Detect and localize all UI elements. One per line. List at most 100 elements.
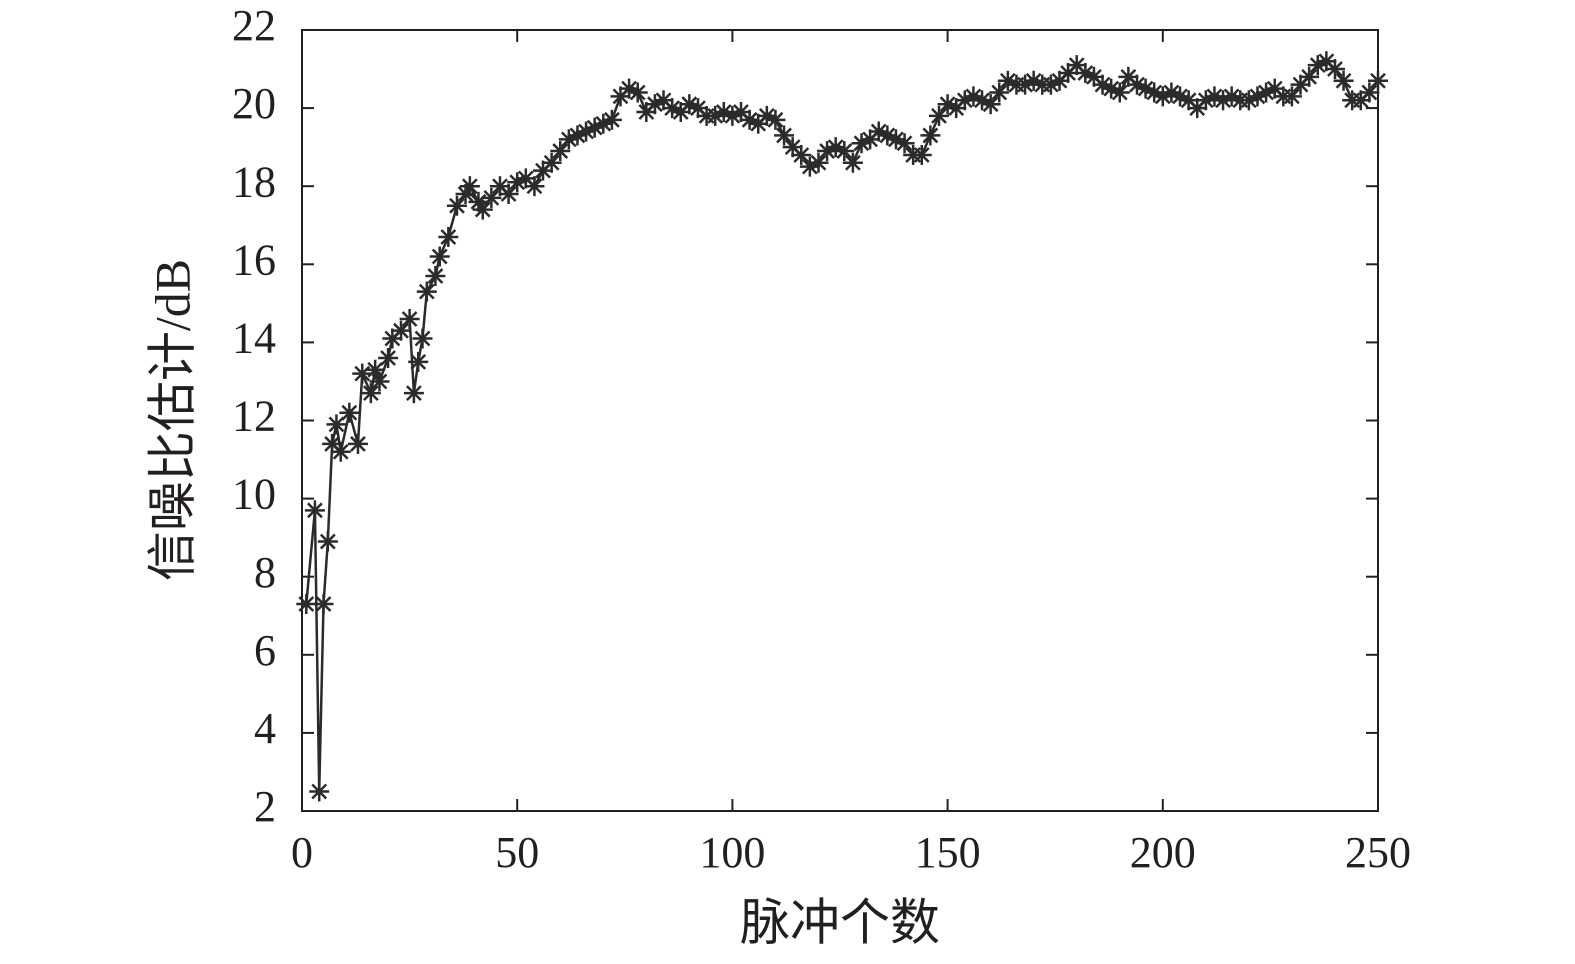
data-point <box>894 133 915 154</box>
data-point <box>412 328 433 349</box>
data-point <box>403 383 424 404</box>
marker-stroke <box>758 108 775 124</box>
marker-stroke <box>1077 65 1094 81</box>
marker-stroke <box>896 135 913 152</box>
data-point <box>739 109 760 130</box>
data-point <box>498 184 519 205</box>
x-tick-label: 0 <box>291 828 313 877</box>
marker-stroke <box>1361 84 1378 101</box>
marker-stroke <box>1180 92 1197 109</box>
marker-stroke <box>367 361 384 378</box>
marker-stroke <box>431 248 448 265</box>
marker-stroke <box>371 373 388 390</box>
data-point <box>1109 82 1130 103</box>
data-point <box>390 320 411 341</box>
data-point <box>705 105 726 126</box>
marker-stroke <box>810 154 827 171</box>
marker-stroke <box>629 84 646 101</box>
marker-stroke <box>307 502 323 519</box>
marker-stroke <box>1111 84 1128 101</box>
marker-stroke <box>1301 68 1318 85</box>
marker-stroke <box>982 96 999 113</box>
marker-stroke <box>784 139 801 156</box>
data-point <box>541 152 562 173</box>
marker-stroke <box>1172 88 1188 105</box>
data-point <box>1333 70 1354 91</box>
x-tick-label: 150 <box>915 828 981 877</box>
marker-stroke <box>999 72 1016 89</box>
y-tick-label: 4 <box>254 704 276 753</box>
marker-stroke <box>1094 76 1111 93</box>
marker-stroke <box>311 783 328 800</box>
marker-stroke <box>1284 88 1300 105</box>
marker-stroke <box>1327 61 1343 77</box>
data-point <box>834 141 855 162</box>
data-point <box>438 226 459 247</box>
data-point <box>1368 70 1388 91</box>
marker-stroke <box>879 127 896 144</box>
y-tick-label: 12 <box>232 392 276 441</box>
data-point <box>1256 82 1277 103</box>
data-point <box>313 594 334 615</box>
marker-stroke <box>827 139 844 156</box>
x-axis-label: 脉冲个数 <box>740 894 940 950</box>
data-point <box>1299 66 1320 87</box>
y-tick-label: 6 <box>254 626 276 675</box>
y-tick-label: 14 <box>232 313 276 362</box>
data-point <box>1101 78 1122 99</box>
marker-stroke <box>401 311 418 327</box>
data-point <box>481 187 502 208</box>
marker-stroke <box>690 100 706 116</box>
marker-stroke <box>1137 80 1154 97</box>
y-tick-label: 8 <box>254 548 276 597</box>
data-point <box>584 117 605 138</box>
data-point <box>378 348 399 369</box>
marker-stroke <box>380 350 396 366</box>
marker-stroke <box>604 111 620 128</box>
data-point <box>997 70 1018 91</box>
data-point <box>429 246 450 267</box>
marker-stroke <box>681 96 698 113</box>
y-axis-label: 信噪比估计/dB <box>144 259 200 581</box>
marker-stroke <box>888 131 904 148</box>
marker-stroke <box>328 416 345 433</box>
marker-stroke <box>991 84 1008 101</box>
x-tick-label: 200 <box>1130 828 1196 877</box>
data-point <box>408 351 429 372</box>
data-point <box>765 109 786 130</box>
marker-stroke <box>341 404 358 421</box>
marker-stroke <box>406 385 422 402</box>
data-point <box>1066 55 1087 76</box>
y-tick-label: 2 <box>254 782 276 831</box>
x-tick-label: 50 <box>495 828 539 877</box>
y-tick-label: 20 <box>232 79 276 128</box>
marker-stroke <box>414 330 431 347</box>
data-point <box>524 176 545 197</box>
marker-stroke <box>939 96 956 113</box>
marker-stroke <box>517 170 534 187</box>
marker-stroke <box>741 111 758 128</box>
data-point <box>309 781 330 802</box>
data-point <box>339 402 360 423</box>
marker-stroke <box>1120 68 1137 85</box>
marker-stroke <box>526 178 543 195</box>
data-point <box>507 172 528 193</box>
marker-stroke <box>1266 80 1283 97</box>
data-point <box>369 371 390 392</box>
y-tick-label: 16 <box>232 235 276 284</box>
marker-stroke <box>543 154 560 171</box>
data-point <box>989 82 1010 103</box>
data-point <box>601 109 622 130</box>
marker-stroke <box>1129 76 1145 93</box>
marker-stroke <box>350 436 366 452</box>
y-tick-label: 22 <box>232 1 276 50</box>
data-point <box>330 441 351 462</box>
data-point <box>791 144 812 165</box>
data-point <box>304 500 325 521</box>
marker-stroke <box>1335 72 1352 89</box>
marker-stroke <box>440 229 457 245</box>
x-tick-label: 250 <box>1345 828 1411 877</box>
data-point <box>446 195 467 216</box>
marker-stroke <box>793 147 810 163</box>
marker-stroke <box>931 108 947 124</box>
